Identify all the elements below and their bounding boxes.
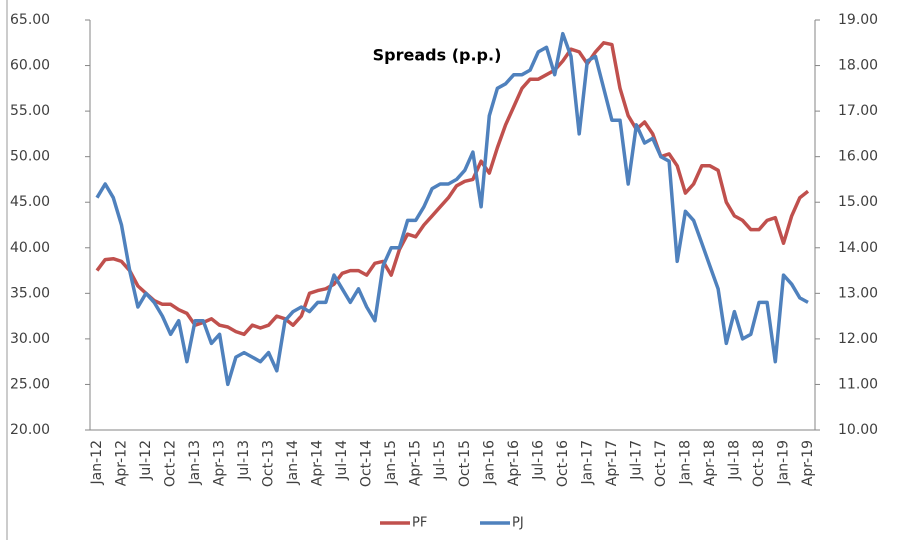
y2-tick-label: 11.00 xyxy=(838,376,878,392)
x-tick-label: Oct-15 xyxy=(457,440,473,487)
x-tick-label: Oct-12 xyxy=(163,440,179,487)
y2-tick-label: 19.00 xyxy=(838,12,878,28)
x-tick-label: Apr-18 xyxy=(702,440,718,486)
y-tick-label: 30.00 xyxy=(10,331,50,347)
x-tick-label: Oct-17 xyxy=(653,440,669,487)
y2-tick-label: 15.00 xyxy=(838,194,878,210)
x-tick-label: Apr-15 xyxy=(408,440,424,486)
x-tick-label: Jan-16 xyxy=(481,440,497,486)
x-tick-label: Jul-18 xyxy=(726,440,742,481)
x-tick-label: Oct-18 xyxy=(751,440,767,487)
x-tick-label: Apr-19 xyxy=(800,440,816,486)
x-tick-label: Oct-14 xyxy=(359,440,375,487)
y2-tick-label: 14.00 xyxy=(838,240,878,256)
y2-tick-label: 16.00 xyxy=(838,149,878,165)
x-tick-label: Jul-15 xyxy=(432,440,448,481)
x-tick-label: Jan-13 xyxy=(187,440,203,485)
x-tick-label: Jul-13 xyxy=(236,440,252,481)
x-tick-label: Jul-14 xyxy=(334,440,350,481)
y2-tick-label: 13.00 xyxy=(838,285,878,301)
series-line xyxy=(95,41,810,337)
x-tick-label: Jul-17 xyxy=(628,440,644,481)
y-tick-label: 25.00 xyxy=(10,376,50,392)
y2-tick-label: 10.00 xyxy=(838,422,878,438)
x-tick-label: Oct-13 xyxy=(261,440,277,487)
y-tick-label: 45.00 xyxy=(10,194,50,210)
x-tick-label: Apr-12 xyxy=(114,440,130,486)
y-tick-label: 20.00 xyxy=(10,422,50,438)
y-tick-label: 40.00 xyxy=(10,240,50,256)
x-tick-label: Apr-14 xyxy=(310,440,326,486)
y2-tick-label: 12.00 xyxy=(838,331,878,347)
y-tick-label: 55.00 xyxy=(10,103,50,119)
series-line xyxy=(95,31,809,387)
x-tick-label: Jan-15 xyxy=(383,440,399,485)
x-tick-label: Jul-12 xyxy=(138,440,154,481)
legend-label: PJ xyxy=(512,516,524,531)
x-tick-label: Apr-13 xyxy=(212,440,228,486)
x-tick-label: Apr-16 xyxy=(506,440,522,486)
x-tick-label: Jan-14 xyxy=(285,440,301,486)
x-tick-label: Oct-16 xyxy=(555,440,571,487)
y2-tick-label: 17.00 xyxy=(838,103,878,119)
x-tick-label: Jan-18 xyxy=(677,440,693,485)
y-tick-label: 65.00 xyxy=(10,12,50,28)
y-tick-label: 50.00 xyxy=(10,149,50,165)
x-tick-label: Jan-12 xyxy=(89,440,105,485)
y2-tick-label: 18.00 xyxy=(838,58,878,74)
chart-title: Spreads (p.p.) xyxy=(373,46,502,65)
x-tick-label: Jul-16 xyxy=(530,440,546,481)
x-tick-label: Jan-19 xyxy=(775,440,791,485)
x-tick-label: Apr-17 xyxy=(604,440,620,486)
y-tick-label: 60.00 xyxy=(10,58,50,74)
x-tick-label: Jan-17 xyxy=(579,440,595,485)
y-tick-label: 35.00 xyxy=(10,285,50,301)
legend-label: PF xyxy=(412,516,427,531)
